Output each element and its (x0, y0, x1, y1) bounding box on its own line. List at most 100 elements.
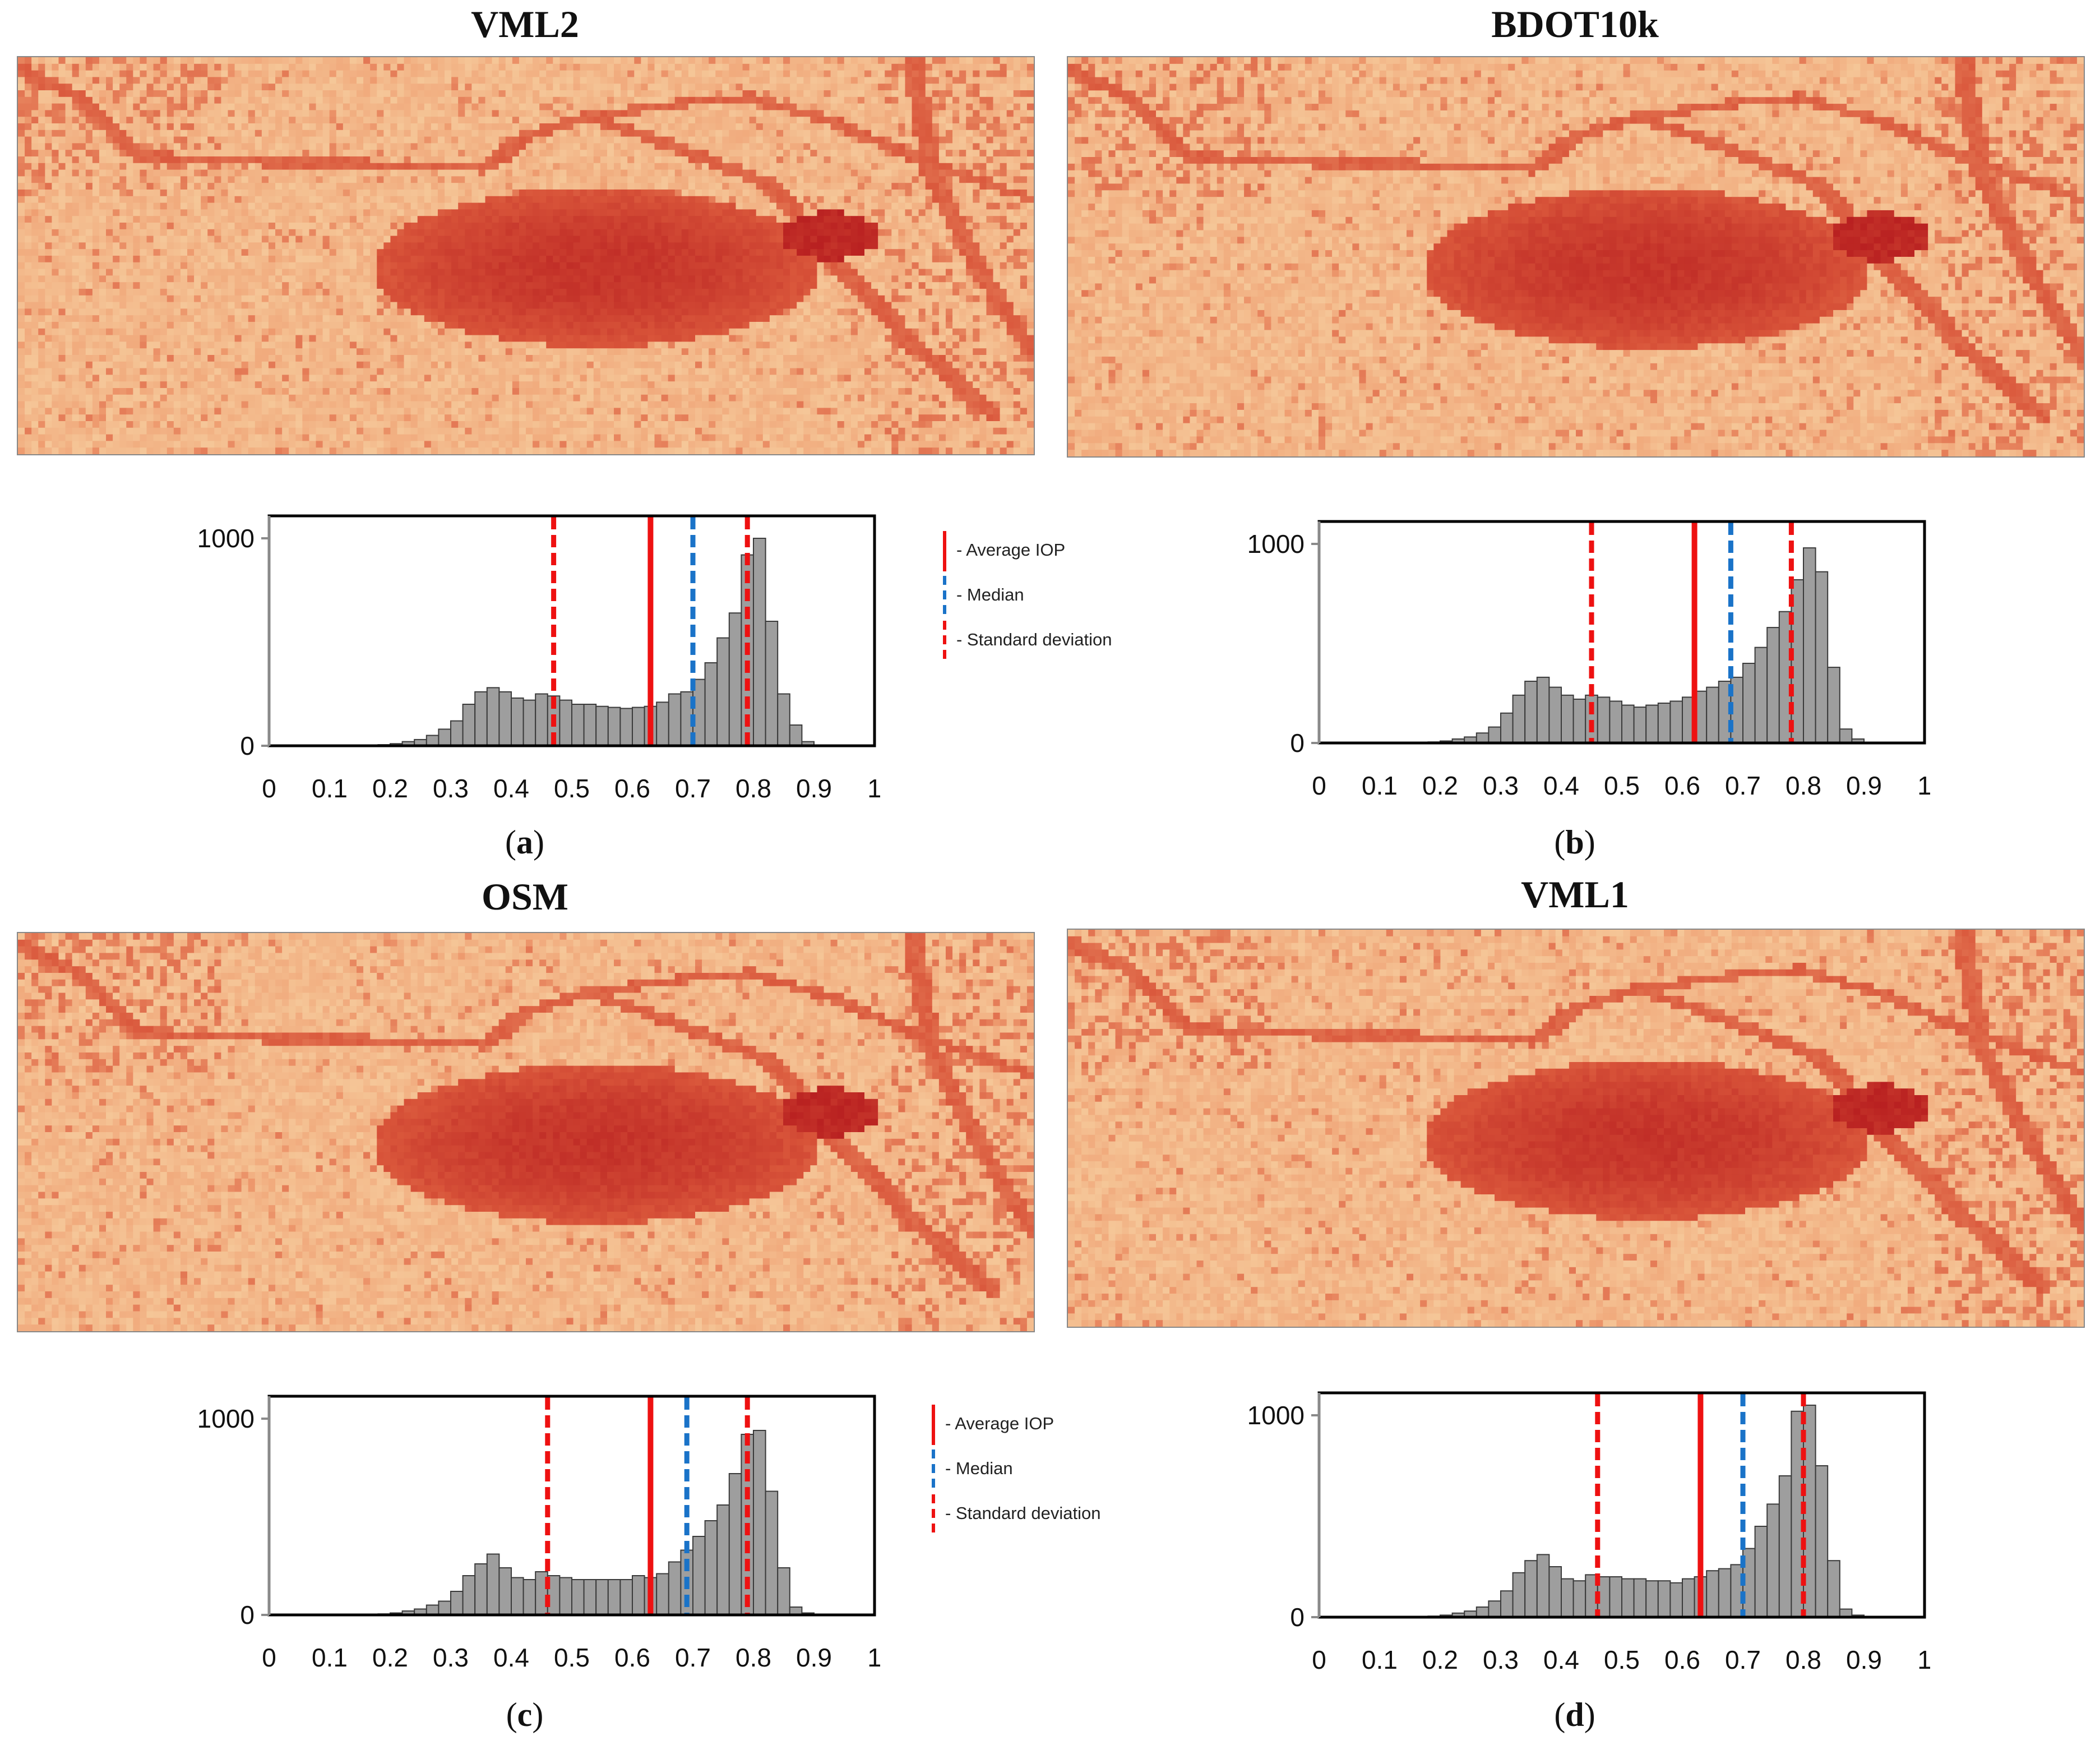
map-cell (397, 216, 405, 223)
map-cell (214, 183, 221, 190)
map-cell (661, 236, 669, 243)
map-cell (621, 242, 628, 250)
map-cell (817, 242, 825, 250)
map-cell (742, 223, 750, 230)
map-cell (973, 90, 980, 98)
map-cell (187, 117, 195, 124)
map-cell (580, 249, 588, 256)
map-cell (268, 223, 276, 230)
map-cell (661, 269, 669, 276)
map-cell (18, 57, 25, 64)
map-cell (715, 256, 723, 263)
map-cell (661, 123, 669, 131)
map-cell (207, 123, 215, 131)
map-cell (261, 229, 269, 237)
map-cell (329, 117, 337, 124)
map-cell (742, 196, 750, 204)
map-cell (437, 269, 445, 276)
map-cell (72, 229, 80, 237)
map-cell (207, 84, 215, 91)
map-cell (559, 90, 567, 98)
map-cell (586, 216, 594, 223)
map-cell (119, 110, 127, 117)
map-cell (234, 190, 242, 197)
map-cell (912, 269, 919, 276)
map-cell (78, 123, 86, 131)
map-cell (153, 84, 161, 91)
map-cell (261, 143, 269, 150)
map-cell (31, 202, 39, 210)
map-cell (580, 103, 588, 110)
map-cell (681, 249, 689, 256)
map-cell (749, 269, 757, 276)
map-cell (410, 183, 418, 190)
map-cell (363, 150, 371, 157)
map-cell (526, 77, 533, 84)
map-cell (993, 150, 1001, 157)
map-cell (275, 242, 283, 250)
map-cell (282, 256, 289, 263)
map-cell (214, 202, 221, 210)
map-cell (621, 190, 628, 197)
map-cell (702, 84, 709, 91)
map-cell (566, 202, 574, 210)
map-cell (681, 84, 689, 91)
map-cell (431, 90, 438, 98)
map-cell (58, 77, 66, 84)
map-cell (343, 209, 350, 216)
map-cell (451, 77, 459, 84)
map-cell (383, 229, 391, 237)
map-cell (709, 57, 716, 64)
map-cell (445, 57, 452, 64)
map-cell (363, 223, 371, 230)
map-cell (1020, 57, 1028, 64)
map-cell (986, 110, 994, 117)
map-cell (140, 269, 147, 276)
map-cell (221, 275, 229, 283)
map-cell (898, 196, 906, 204)
map-cell (654, 196, 662, 204)
map-cell (458, 136, 465, 144)
map-cell (404, 150, 411, 157)
map-cell (377, 176, 384, 183)
map-cell (938, 77, 946, 84)
map-cell (885, 123, 892, 131)
map-cell (817, 256, 825, 263)
map-cell (905, 183, 913, 190)
map-cell (201, 223, 208, 230)
map-cell (695, 176, 702, 183)
map-cell (979, 77, 987, 84)
map-cell (797, 209, 804, 216)
map-cell (702, 70, 709, 77)
map-cell (390, 223, 398, 230)
map-cell (1000, 242, 1007, 250)
map-cell (993, 176, 1001, 183)
map-cell (993, 163, 1001, 170)
map-cell (973, 183, 980, 190)
map-cell (58, 143, 66, 150)
map-cell (546, 196, 553, 204)
map-cell (85, 190, 93, 197)
map-cell (424, 110, 432, 117)
map-cell (201, 143, 208, 150)
map-cell (533, 202, 540, 210)
map-cell (674, 117, 682, 124)
map-cell (905, 156, 913, 164)
map-cell (553, 256, 560, 263)
map-cell (18, 223, 25, 230)
map-cell (762, 136, 770, 144)
map-cell (871, 70, 878, 77)
map-cell (214, 169, 221, 177)
map-cell (160, 150, 168, 157)
map-cell (905, 176, 913, 183)
map-cell (1000, 117, 1007, 124)
map-cell (194, 223, 201, 230)
map-cell (92, 130, 100, 137)
map-cell (986, 183, 994, 190)
map-cell (810, 269, 818, 276)
map-cell (383, 262, 391, 270)
map-cell (925, 249, 933, 256)
map-cell (180, 57, 188, 64)
map-cell (505, 176, 513, 183)
map-cell (979, 223, 987, 230)
